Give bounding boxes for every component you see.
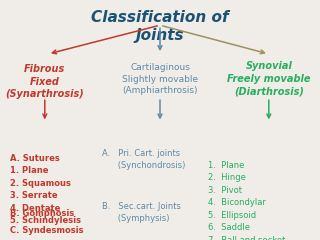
Text: A.   Pri. Cart. joints
      (Synchondrosis): A. Pri. Cart. joints (Synchondrosis) [102, 149, 186, 170]
Text: C. Syndesmosis: C. Syndesmosis [10, 226, 83, 235]
Text: Fibrous
Fixed
(Synarthrosis): Fibrous Fixed (Synarthrosis) [5, 64, 84, 99]
Text: 1.  Plane
2.  Hinge
3.  Pivot
4.  Bicondylar
5.  Ellipsoid
6.  Saddle
7.  Ball a: 1. Plane 2. Hinge 3. Pivot 4. Bicondylar… [208, 161, 285, 240]
Text: Synovial
Freely movable
(Diarthrosis): Synovial Freely movable (Diarthrosis) [227, 61, 310, 97]
Text: Classification of
Joints: Classification of Joints [91, 10, 229, 43]
Text: B.   Sec.cart. Joints
      (Symphysis): B. Sec.cart. Joints (Symphysis) [102, 202, 181, 223]
Text: Cartilaginous
Slightly movable
(Amphiarthrosis): Cartilaginous Slightly movable (Amphiart… [122, 63, 198, 95]
Text: A. Sutures
1. Plane
2. Squamous
3. Serrate
4. Dentate
5. Schindylesis: A. Sutures 1. Plane 2. Squamous 3. Serra… [10, 154, 81, 225]
Text: B. Gomphosis: B. Gomphosis [10, 209, 74, 218]
